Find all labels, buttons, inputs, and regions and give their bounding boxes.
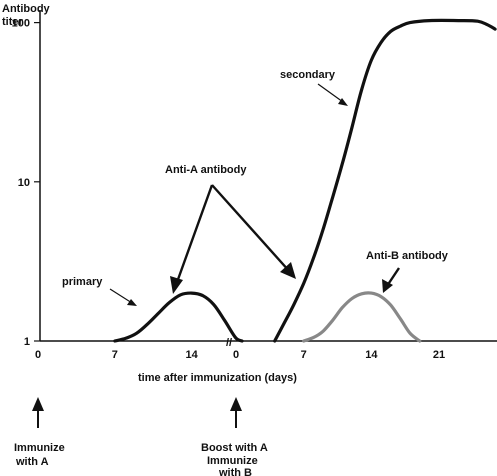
x-tick-label-s0-2: 14 [185, 349, 198, 361]
series-line-0 [113, 291, 244, 343]
arrow-anti-a-to-secondary [211, 184, 291, 273]
event-label-boost-line-2: Immunize [207, 455, 258, 467]
arrowhead-secondary [338, 98, 348, 106]
event-label-immunize-a-line-1: Immunize [14, 442, 65, 454]
x-tick-label-s1-3: 21 [433, 349, 445, 361]
annotation-primary: primary [62, 276, 103, 288]
x-tick-label-s1-2: 14 [365, 349, 378, 361]
arrowhead-anti-a-to-primary [170, 276, 183, 294]
event-label-boost-line-3: with B [218, 467, 252, 476]
x-axis-title: time after immunization (days) [138, 372, 297, 384]
arrow-primary [109, 288, 133, 304]
x-tick-label-s0-1: 7 [112, 349, 118, 361]
arrow-anti-a-to-primary [174, 184, 214, 286]
event-label-boost-line-1: Boost with A [201, 442, 268, 454]
event-arrowhead-boost-a-immunize-b [230, 397, 242, 411]
x-tick-label-s0-0: 0 [35, 349, 41, 361]
y-tick-label-2: 100 [12, 18, 30, 30]
series-line-2 [302, 291, 422, 343]
y-axis-title-line-2: titer [2, 16, 24, 28]
y-tick-label-1: 10 [18, 177, 30, 189]
arrowhead-primary [127, 299, 137, 306]
y-tick-label-0: 1 [24, 336, 30, 348]
axis-break-marker: // [226, 337, 232, 349]
arrowhead-anti-b [382, 279, 393, 293]
arrow-secondary [317, 83, 344, 103]
event-label-immunize-a-line-2: with A [15, 456, 49, 468]
event-arrowhead-immunize-a [32, 397, 44, 411]
arrowhead-anti-a-to-secondary [280, 262, 296, 279]
series-line-1 [273, 18, 497, 343]
y-axis-title-line-1: Antibody [2, 3, 51, 15]
x-tick-label-s1-1: 7 [301, 349, 307, 361]
annotation-secondary: secondary [280, 69, 336, 81]
annotation-anti-b-antibody: Anti-B antibody [366, 250, 449, 262]
x-tick-label-s1-0: 0 [233, 349, 239, 361]
annotation-anti-a-antibody: Anti-A antibody [165, 164, 247, 176]
